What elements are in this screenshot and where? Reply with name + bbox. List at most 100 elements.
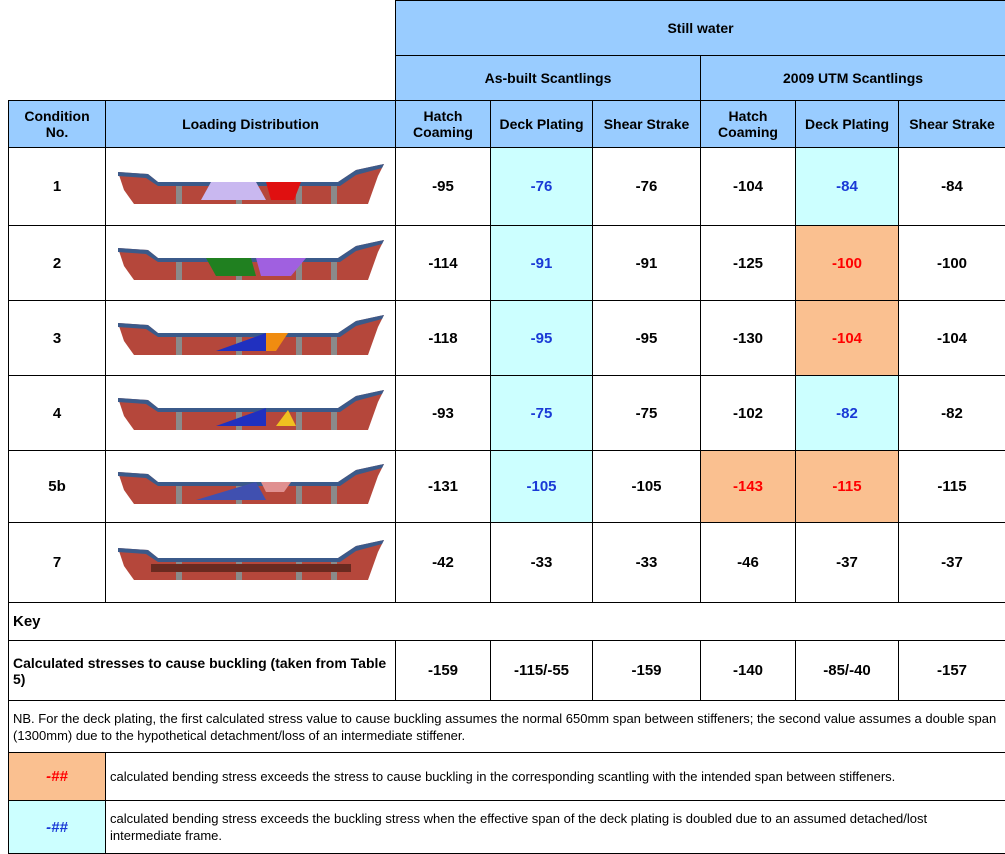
stress-value: -118 [396,301,491,376]
key-title: Key [9,603,1005,641]
loading-distribution [106,523,396,603]
stress-value: -104 [899,301,1005,376]
ship-diagram [116,462,386,512]
deck [118,315,384,337]
buckling-label: Calculated stresses to cause buckling (t… [9,641,396,701]
stress-value: -102 [701,376,796,451]
stress-value: -37 [796,523,899,603]
bulkhead [331,486,337,504]
stress-value: -104 [701,148,796,226]
stress-value: -42 [396,523,491,603]
data-row: 2-114-91-91-125-100-100 [9,226,1005,301]
table-body: Still water As-built Scantlings 2009 UTM… [9,1,1005,854]
condition-no: 5b [9,451,106,523]
bulkhead [331,337,337,355]
legend-sample: -## [9,753,106,801]
bulkhead [176,262,182,280]
ship-diagram [116,238,386,288]
subgroup-header: As-built Scantlings [396,56,701,101]
stress-value: -115 [796,451,899,523]
header-row: As-built Scantlings 2009 UTM Scantlings [9,56,1005,101]
column-header: Hatch Coaming [396,101,491,148]
data-row: 1-95-76-76-104-84-84 [9,148,1005,226]
bulkhead [176,412,182,430]
stress-value: -84 [899,148,1005,226]
ship-diagram [116,388,386,438]
stress-value: -46 [701,523,796,603]
stress-value: -82 [899,376,1005,451]
stress-value: -91 [491,226,593,301]
group-header: Still water [396,1,1005,56]
stress-value: -37 [899,523,1005,603]
stress-value: -84 [796,148,899,226]
ship-diagram [116,313,386,363]
column-header: Deck Plating [491,101,593,148]
note-row: NB. For the deck plating, the first calc… [9,701,1005,753]
stress-value: -82 [796,376,899,451]
buckling-value: -140 [701,641,796,701]
column-header: Condition No. [9,101,106,148]
column-header: Shear Strake [899,101,1005,148]
legend-sample: -## [9,801,106,854]
blank [9,56,396,101]
note: NB. For the deck plating, the first calc… [9,701,1005,753]
stress-value: -143 [701,451,796,523]
loading-distribution [106,148,396,226]
buckling-value: -159 [593,641,701,701]
bulkhead [331,412,337,430]
column-header: Deck Plating [796,101,899,148]
bulkhead [176,337,182,355]
ship-diagram [116,538,386,588]
buckling-value: -115/-55 [491,641,593,701]
column-header: Hatch Coaming [701,101,796,148]
stress-value: -33 [491,523,593,603]
ship-diagram [116,162,386,212]
column-header: Shear Strake [593,101,701,148]
condition-no: 1 [9,148,106,226]
stress-value: -91 [593,226,701,301]
bulkhead [176,186,182,204]
stress-value: -95 [491,301,593,376]
stress-value: -104 [796,301,899,376]
legend-row: -##calculated bending stress exceeds the… [9,801,1005,854]
stress-value: -130 [701,301,796,376]
condition-no: 2 [9,226,106,301]
buckling-value: -85/-40 [796,641,899,701]
buckling-value: -157 [899,641,1005,701]
stress-value: -76 [593,148,701,226]
cargo [151,564,351,572]
stress-value: -93 [396,376,491,451]
stress-value: -75 [491,376,593,451]
bulkhead [331,186,337,204]
stress-value: -105 [491,451,593,523]
key-row: Key [9,603,1005,641]
bulkhead [176,486,182,504]
cargo [201,182,266,200]
condition-no: 7 [9,523,106,603]
stress-value: -33 [593,523,701,603]
stress-table: Still water As-built Scantlings 2009 UTM… [8,0,1005,854]
stress-value: -114 [396,226,491,301]
bulkhead [296,337,302,355]
header-row: Still water [9,1,1005,56]
stress-value: -100 [796,226,899,301]
subgroup-header: 2009 UTM Scantlings [701,56,1005,101]
data-row: 4-93-75-75-102-82-82 [9,376,1005,451]
data-row: 3-118-95-95-130-104-104 [9,301,1005,376]
stress-value: -95 [396,148,491,226]
blank [9,1,396,56]
bulkhead [296,486,302,504]
legend-text: calculated bending stress exceeds the st… [106,753,1005,801]
deck [118,540,384,562]
loading-distribution [106,451,396,523]
data-row: 5b-131-105-105-143-115-115 [9,451,1005,523]
stress-value: -115 [899,451,1005,523]
condition-no: 4 [9,376,106,451]
stress-value: -100 [899,226,1005,301]
buckling-value: -159 [396,641,491,701]
stress-value: -75 [593,376,701,451]
loading-distribution [106,226,396,301]
stress-value: -95 [593,301,701,376]
